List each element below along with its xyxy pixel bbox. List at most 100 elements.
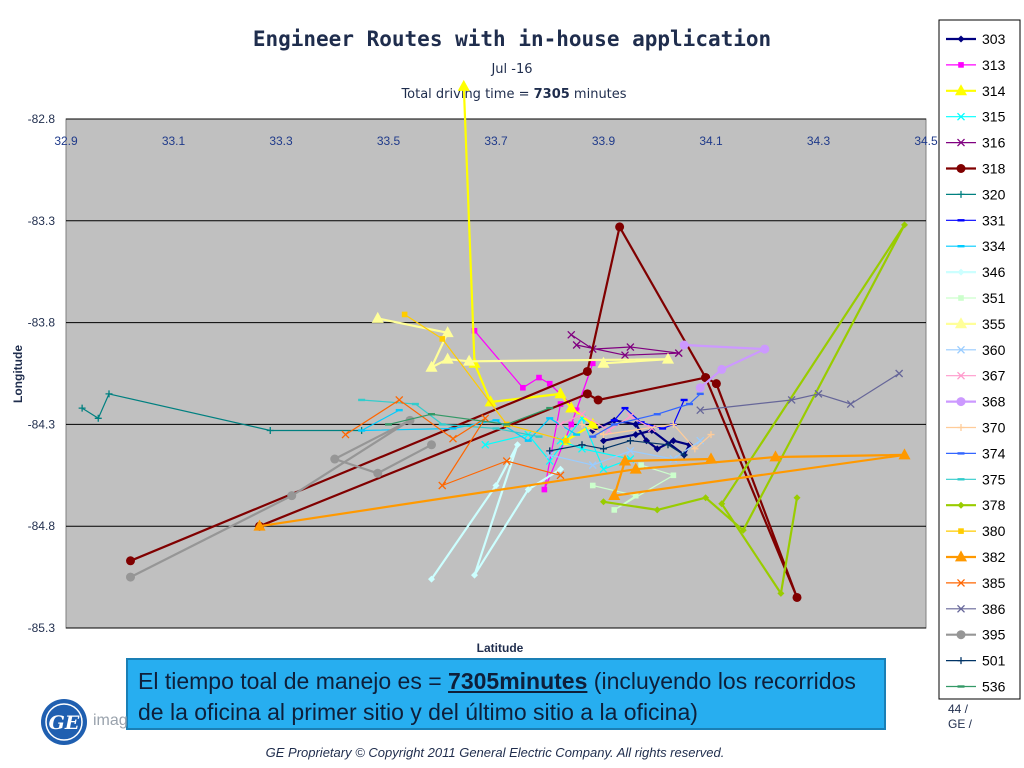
data-point <box>621 406 629 410</box>
data-point <box>401 311 408 318</box>
legend-swatch-marker <box>958 295 964 301</box>
data-point <box>711 379 721 389</box>
legend-item-375: 375 <box>946 471 1006 487</box>
series-382 <box>253 448 911 531</box>
data-point <box>463 354 476 366</box>
series-line <box>549 440 685 456</box>
data-point <box>520 384 526 391</box>
data-point <box>792 592 802 602</box>
y-tick-label: -85.3 <box>28 621 56 635</box>
data-point <box>358 398 366 402</box>
page-number-line1: 44 / <box>948 702 969 716</box>
data-point <box>588 461 597 470</box>
legend-swatch-marker <box>957 219 965 222</box>
legend-label: 303 <box>982 31 1006 47</box>
data-point <box>621 351 629 360</box>
data-point <box>674 349 683 358</box>
ge-logo-text: GE <box>49 712 80 734</box>
legend-item-395: 395 <box>946 627 1006 643</box>
legend-label: 395 <box>982 627 1006 643</box>
legend-label: 501 <box>982 653 1006 669</box>
data-point <box>578 441 586 449</box>
series-315 <box>481 414 635 474</box>
data-point <box>760 344 770 354</box>
legend-swatch-marker <box>957 268 965 276</box>
data-point <box>593 395 603 405</box>
legend-swatch-marker <box>957 685 965 688</box>
series-346 <box>428 441 564 583</box>
data-point <box>664 441 672 449</box>
data-point <box>661 352 675 364</box>
data-point <box>546 447 554 455</box>
data-point <box>568 421 575 428</box>
data-point <box>371 311 384 323</box>
legend-box <box>938 19 1021 700</box>
legend-label: 386 <box>982 601 1006 617</box>
legend-item-360: 360 <box>946 342 1006 358</box>
data-point <box>793 494 801 502</box>
data-point <box>373 468 383 478</box>
x-tick-label: 33.1 <box>162 134 186 148</box>
data-point <box>787 396 796 404</box>
data-point <box>514 441 521 449</box>
series-536 <box>385 406 554 426</box>
data-point <box>565 401 578 413</box>
data-point <box>502 457 511 466</box>
data-point <box>653 506 661 514</box>
data-point <box>901 221 908 229</box>
data-point <box>573 433 581 436</box>
legend-label: 360 <box>982 342 1006 358</box>
legend-swatch-marker <box>954 84 968 96</box>
total-prefix: Total driving time = <box>400 87 533 102</box>
series-355 <box>371 311 675 372</box>
data-point <box>471 327 478 334</box>
legend-label: 313 <box>982 57 1006 73</box>
series-line <box>603 223 906 595</box>
data-point <box>427 440 436 450</box>
data-point <box>632 420 640 428</box>
legend-swatch-marker <box>957 245 965 248</box>
series-line <box>430 443 562 580</box>
legend-label: 385 <box>982 575 1006 591</box>
legend-swatch-marker <box>954 550 968 562</box>
legend-label: 382 <box>982 549 1006 565</box>
legend-swatch-marker <box>957 35 965 43</box>
copyright-notice: GE Proprietary © Copyright 2011 General … <box>265 745 725 760</box>
legend-swatch-marker <box>957 478 965 481</box>
data-point <box>599 465 608 474</box>
data-point <box>769 450 782 462</box>
legend-swatch-marker <box>958 62 964 68</box>
series-line <box>684 343 766 389</box>
y-tick-label: -83.3 <box>28 214 56 228</box>
legend-label: 316 <box>982 135 1006 151</box>
legend-swatch-marker <box>956 397 966 407</box>
data-point <box>600 445 607 453</box>
data-point <box>615 222 625 232</box>
data-point <box>739 526 747 534</box>
data-point <box>659 427 667 430</box>
page-number-line2: GE / <box>948 717 973 731</box>
series-360 <box>545 436 705 470</box>
series-395 <box>126 415 436 582</box>
data-point <box>536 374 542 381</box>
legend-item-501: 501 <box>946 653 1006 669</box>
data-point <box>330 454 340 464</box>
data-point <box>626 412 635 421</box>
data-point <box>669 420 677 428</box>
legend-label: 318 <box>982 161 1006 177</box>
x-tick-label: 32.9 <box>54 134 78 148</box>
data-point <box>846 400 855 408</box>
data-point <box>691 445 699 453</box>
data-point <box>600 498 607 506</box>
series-351 <box>589 462 677 513</box>
data-point <box>582 366 592 376</box>
data-point <box>546 380 553 387</box>
legend: 303 313 314 315 316 318 320 331 334 346 351 355 360 3… <box>946 31 1006 695</box>
data-point <box>582 389 592 399</box>
data-point <box>253 519 266 531</box>
callout-box: El tiempo toal de manejo es = 7305minute… <box>126 658 886 730</box>
legend-swatch-marker <box>956 630 966 640</box>
data-point <box>578 420 586 428</box>
plot-area <box>65 118 927 629</box>
data-point <box>578 410 586 419</box>
